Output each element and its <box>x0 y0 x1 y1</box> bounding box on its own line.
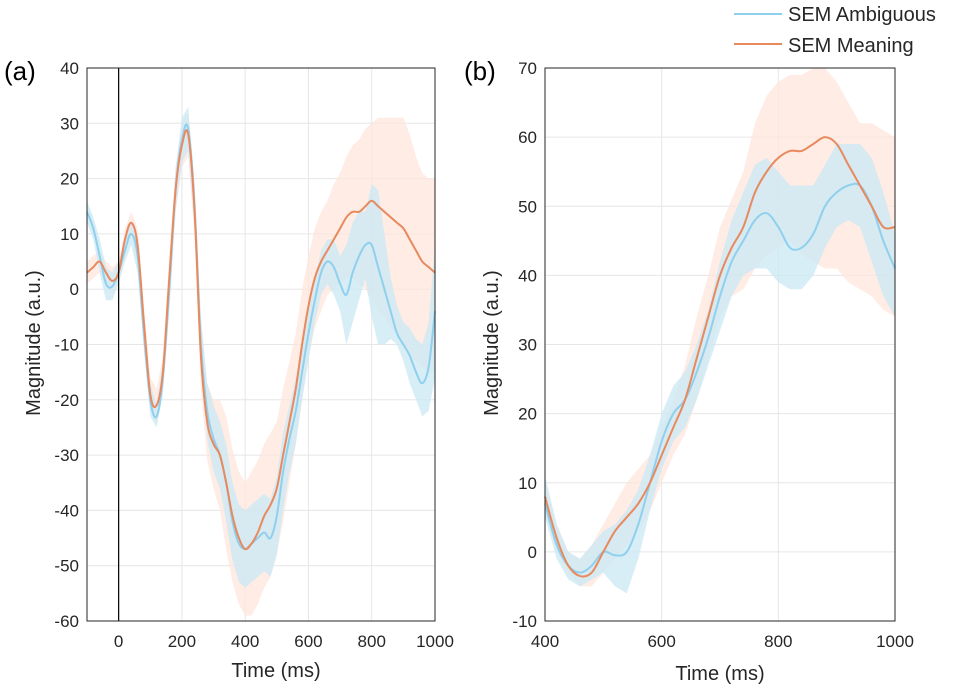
y-ticks-b: -10 0 10 20 30 40 50 60 70 <box>512 59 537 631</box>
y-axis-label-a: Magnitude (a.u.) <box>23 270 45 416</box>
x-tick-label: 400 <box>231 632 259 651</box>
legend-label-meaning: SEM Meaning <box>788 35 914 57</box>
y-tick-label: 20 <box>518 405 537 424</box>
bands-b <box>545 68 895 594</box>
series-line-sem-meaning <box>86 129 436 551</box>
x-tick-label: 600 <box>294 632 322 651</box>
y-tick-label: -30 <box>54 446 79 465</box>
y-tick-label: 10 <box>60 225 79 244</box>
x-tick-label: 800 <box>358 632 386 651</box>
y-tick-label: 50 <box>518 197 537 216</box>
x-ticks-a: 0 200 400 600 800 1000 <box>114 632 454 651</box>
y-tick-label: 0 <box>70 280 79 299</box>
axes-frame-b <box>544 67 896 622</box>
panel-label-a: (a) <box>4 56 36 86</box>
y-tick-label: 10 <box>518 474 537 493</box>
y-tick-label: 0 <box>528 543 537 562</box>
y-tick-label: -40 <box>54 501 79 520</box>
y-tick-label: 40 <box>60 59 79 78</box>
y-tick-label: -10 <box>54 336 79 355</box>
y-tick-label: -60 <box>54 612 79 631</box>
x-tick-label: 1000 <box>416 632 454 651</box>
y-tick-label: 30 <box>518 336 537 355</box>
error-band-sem-meaning <box>87 112 435 616</box>
lines-b <box>544 136 896 578</box>
x-ticks-b: 400 600 800 1000 <box>531 632 914 651</box>
x-tick-label: 200 <box>168 632 196 651</box>
x-tick-label: 800 <box>764 632 792 651</box>
lines-a <box>86 123 436 551</box>
y-tick-label: 20 <box>60 170 79 189</box>
y-tick-label: -50 <box>54 557 79 576</box>
x-tick-label: 1000 <box>876 632 914 651</box>
legend-label-ambiguous: SEM Ambiguous <box>788 4 936 26</box>
x-tick-label: 400 <box>531 632 559 651</box>
y-ticks-a: -60 -50 -40 -30 -20 -10 0 10 20 30 40 <box>54 59 79 631</box>
chart-panel-a: (a) 0 200 400 600 800 1000 -60-50-40-30-20-10… <box>4 56 454 682</box>
y-tick-label: 70 <box>518 59 537 78</box>
y-tick-label: -20 <box>54 391 79 410</box>
y-tick-label: 30 <box>60 114 79 133</box>
x-axis-label-b: Time (ms) <box>675 663 764 685</box>
x-tick-label: 600 <box>647 632 675 651</box>
y-tick-label: 60 <box>518 128 537 147</box>
axes-frame-a <box>86 67 436 622</box>
x-tick-label: 0 <box>114 632 123 651</box>
series-line-sem-meaning <box>544 136 896 578</box>
bands-a <box>87 106 435 616</box>
legend: SEM Ambiguous SEM Meaning <box>734 4 936 57</box>
x-axis-label-a: Time (ms) <box>231 660 320 682</box>
y-axis-label-b: Magnitude (a.u.) <box>481 270 503 416</box>
panel-label-b: (b) <box>464 56 496 86</box>
chart-panel-b: (b) 400 600 800 1000 -10 0 10 20 30 40 50 60 70 Tim… <box>464 56 914 685</box>
error-band-sem-ambiguous <box>545 144 895 594</box>
y-tick-label: 40 <box>518 266 537 285</box>
y-tick-label: -10 <box>512 612 537 631</box>
